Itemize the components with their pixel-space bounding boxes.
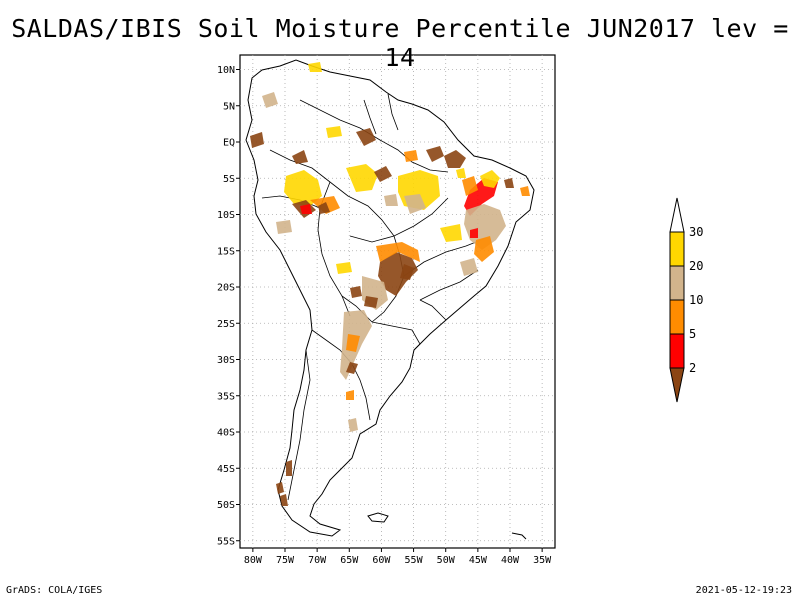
lon-tick-label: 45W (469, 555, 488, 566)
footer-credit: GrADS: COLA/IGES (6, 585, 103, 596)
moisture-patch-dry (464, 178, 498, 216)
lat-tick-label: 30S (217, 355, 235, 366)
lat-tick-label: 40S (217, 428, 235, 439)
moisture-patch-very-dry (356, 128, 376, 146)
moisture-patch-slight (346, 164, 378, 192)
lat-tick-label: 45S (217, 464, 235, 475)
moisture-patch-mild (348, 418, 358, 432)
moisture-patch-very-dry (318, 202, 330, 214)
legend-colorbar: 2 5 10 20 30 (669, 197, 703, 403)
moisture-patch-slight (440, 224, 462, 242)
legend-triangle-low (669, 367, 685, 403)
lat-tick-label: 35S (217, 391, 235, 402)
moisture-patch-moderate (346, 390, 354, 400)
lat-tick-label: 25S (217, 319, 235, 330)
moisture-patch-very-dry (350, 286, 362, 298)
moisture-patch-very-dry (374, 166, 392, 182)
moisture-patch-mild (464, 204, 506, 250)
moisture-patch-very-dry (400, 264, 414, 280)
moisture-patch-moderate (404, 150, 418, 162)
moisture-patch-very-dry (504, 178, 514, 188)
moisture-patch-slight (284, 170, 322, 206)
moisture-patch-mild (460, 258, 478, 276)
moisture-patch-very-dry (364, 296, 378, 308)
moisture-patch-moderate (462, 176, 478, 196)
moisture-patch-slight (308, 62, 322, 72)
moisture-patch-moderate (376, 242, 420, 262)
legend-swatch (669, 333, 685, 369)
moisture-patch-very-dry (292, 150, 308, 164)
lat-tick-label: 15S (217, 246, 235, 257)
legend-label: 20 (689, 259, 703, 273)
lon-tick-label: 50W (437, 555, 456, 566)
lon-tick-label: 65W (340, 555, 359, 566)
legend-swatch (669, 231, 685, 267)
moisture-patch-very-dry (444, 150, 466, 168)
legend-label: 5 (689, 327, 696, 341)
lat-tick-label: 50S (217, 500, 235, 511)
lat-tick-label: 5N (223, 101, 235, 112)
legend-label: 2 (689, 361, 696, 375)
legend-swatch (669, 299, 685, 335)
footer-timestamp: 2021-05-12-19:23 (695, 585, 792, 596)
tick-labels: 10N 5N EQ 5S 10S 15S 20S 25S 30S 35S 40S 45S 50S 55S 8… (217, 65, 552, 566)
lon-tick-label: 55W (405, 555, 424, 566)
moisture-patch-very-dry (276, 482, 284, 494)
moisture-patch-very-dry (250, 132, 264, 148)
lon-tick-label: 70W (308, 555, 327, 566)
moisture-patch-very-dry (378, 252, 418, 296)
lat-tick-label: 10N (217, 65, 235, 76)
moisture-patch-very-dry (426, 146, 444, 162)
moisture-patch-very-dry (346, 362, 358, 374)
map-frame (239, 54, 556, 549)
moisture-patch-moderate (474, 236, 494, 262)
lat-tick-label: EQ (223, 138, 235, 149)
lon-tick-label: 75W (276, 555, 295, 566)
lon-tick-label: 80W (244, 555, 263, 566)
lon-tick-label: 35W (533, 555, 552, 566)
legend-swatch (669, 265, 685, 301)
lat-tick-label: 20S (217, 283, 235, 294)
lat-tick-label: 5S (223, 174, 235, 185)
moisture-patch-slight (336, 262, 352, 274)
continent-outline (245, 59, 535, 537)
moisture-patch-slight (480, 170, 500, 188)
moisture-patch-very-dry (280, 494, 288, 506)
falkland-islands (367, 512, 389, 523)
moisture-patches (250, 62, 530, 506)
moisture-patch-dry (470, 228, 478, 238)
moisture-patch-mild (384, 194, 398, 206)
lon-tick-label: 40W (501, 555, 520, 566)
legend-triangle-high (669, 197, 685, 233)
moisture-patch-dry (300, 204, 312, 214)
moisture-patch-very-dry (286, 460, 292, 476)
moisture-patch-mild (276, 220, 292, 234)
moisture-patch-slight (456, 168, 466, 178)
lat-tick-label: 55S (217, 536, 235, 547)
map-title: SALDAS/IBIS Soil Moisture Percentile JUN… (11, 14, 789, 72)
island-south-georgia (511, 532, 527, 540)
moisture-patch-moderate (520, 186, 530, 196)
moisture-patch-mild (404, 194, 426, 214)
moisture-patch-moderate (346, 334, 360, 352)
legend-label: 10 (689, 293, 703, 307)
moisture-patch-slight (326, 126, 342, 138)
legend-label: 30 (689, 225, 703, 239)
moisture-patch-mild (262, 92, 278, 108)
lat-tick-label: 10S (217, 210, 235, 221)
lon-tick-label: 60W (372, 555, 391, 566)
